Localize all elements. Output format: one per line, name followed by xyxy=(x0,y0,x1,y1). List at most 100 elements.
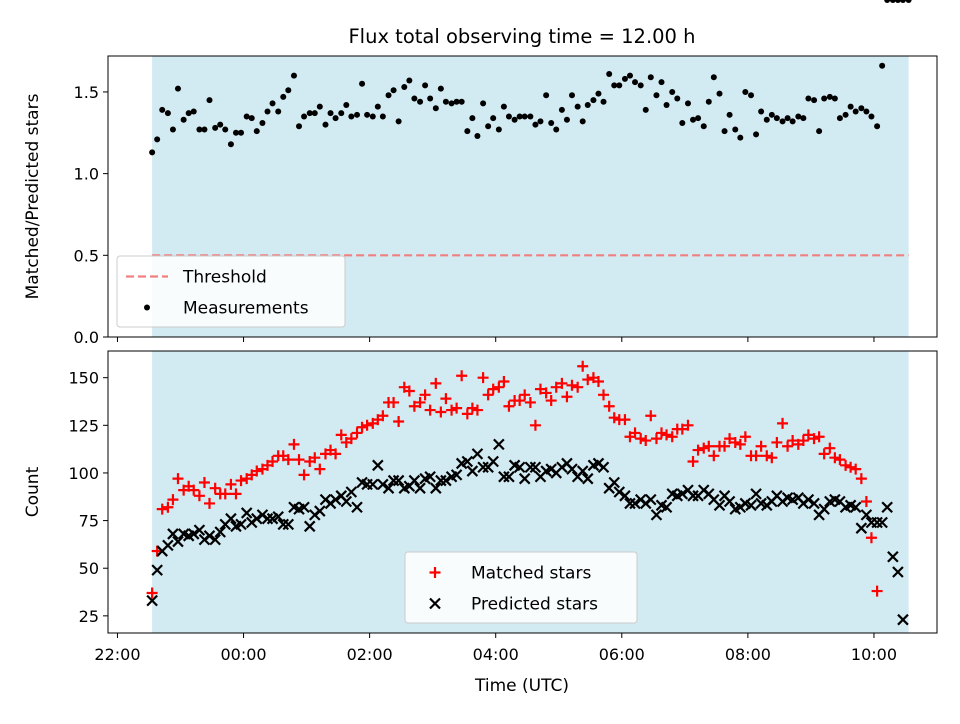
data-point xyxy=(721,128,728,135)
data-point xyxy=(598,389,610,401)
data-point xyxy=(732,126,739,133)
data-point xyxy=(332,115,339,122)
data-point xyxy=(277,518,290,531)
data-point xyxy=(424,404,436,416)
data-point xyxy=(146,587,158,599)
data-point xyxy=(811,97,818,104)
data-point xyxy=(779,118,786,125)
data-point xyxy=(493,381,505,393)
data-point xyxy=(424,470,436,483)
data-point xyxy=(314,505,326,517)
data-point xyxy=(761,450,773,462)
data-point xyxy=(763,116,770,123)
data-point xyxy=(577,360,589,372)
data-point xyxy=(180,116,187,123)
data-point xyxy=(626,72,633,79)
data-point xyxy=(679,119,686,126)
data-point xyxy=(193,524,206,536)
data-point xyxy=(203,530,216,542)
data-point xyxy=(314,463,326,475)
data-point xyxy=(482,389,494,401)
data-point xyxy=(845,461,857,473)
data-point xyxy=(419,389,431,401)
data-point xyxy=(750,450,762,462)
data-point xyxy=(548,119,555,126)
data-point xyxy=(359,80,366,87)
data-point xyxy=(162,501,174,513)
data-point xyxy=(466,465,479,477)
data-point xyxy=(666,431,678,443)
data-point xyxy=(345,433,357,445)
data-point xyxy=(432,105,439,112)
data-point xyxy=(658,79,665,86)
data-point xyxy=(172,535,184,548)
data-point xyxy=(572,381,584,393)
data-point xyxy=(430,482,442,494)
data-point xyxy=(345,486,358,498)
data-point xyxy=(742,88,749,95)
data-point xyxy=(897,613,909,626)
data-point xyxy=(795,113,802,120)
data-point xyxy=(238,129,245,136)
data-point xyxy=(629,427,641,439)
data-point xyxy=(282,518,295,531)
data-point xyxy=(403,385,415,397)
y-tick-label: 125 xyxy=(68,416,99,435)
data-point xyxy=(816,128,823,135)
data-point xyxy=(503,470,515,483)
data-point xyxy=(401,84,408,91)
data-point xyxy=(243,113,250,120)
data-point xyxy=(411,95,418,102)
data-point xyxy=(527,113,534,120)
data-point xyxy=(887,551,899,563)
data-point xyxy=(705,98,712,105)
data-point xyxy=(219,488,231,500)
data-point xyxy=(840,459,852,471)
data-point xyxy=(584,102,591,109)
data-point xyxy=(156,503,168,515)
data-point xyxy=(417,98,424,105)
data-point xyxy=(408,474,421,487)
data-point xyxy=(647,74,654,81)
data-point xyxy=(159,106,166,113)
data-point xyxy=(645,410,657,422)
data-point xyxy=(301,113,308,120)
data-point xyxy=(162,539,174,552)
data-point xyxy=(836,115,843,122)
data-point xyxy=(621,75,628,82)
data-point xyxy=(232,129,239,136)
data-point xyxy=(884,0,891,3)
data-point xyxy=(642,106,649,113)
data-point xyxy=(842,111,849,118)
legend-marker xyxy=(144,304,150,311)
legend-label: Threshold xyxy=(182,268,267,288)
data-point xyxy=(430,377,442,389)
data-point xyxy=(881,501,893,514)
data-point xyxy=(209,533,221,546)
data-point xyxy=(692,444,704,456)
data-point xyxy=(635,433,647,445)
data-point xyxy=(298,501,310,514)
x-tick-label: 08:00 xyxy=(725,645,771,664)
data-point xyxy=(393,416,405,427)
data-point xyxy=(616,82,623,89)
data-point xyxy=(440,393,452,405)
data-point xyxy=(503,400,515,412)
data-point xyxy=(574,103,581,110)
data-point xyxy=(521,113,528,120)
data-point xyxy=(288,438,300,450)
data-point xyxy=(311,110,318,117)
data-point xyxy=(293,454,305,466)
data-point xyxy=(167,528,179,540)
data-point xyxy=(773,115,780,122)
data-point xyxy=(860,509,873,521)
data-point xyxy=(849,501,862,514)
data-point xyxy=(637,82,644,89)
data-point xyxy=(858,105,865,112)
data-point xyxy=(698,442,710,454)
data-point xyxy=(343,102,350,109)
data-point xyxy=(818,448,830,460)
data-point xyxy=(524,461,537,474)
legend: Matched stars Predicted stars xyxy=(404,551,638,624)
